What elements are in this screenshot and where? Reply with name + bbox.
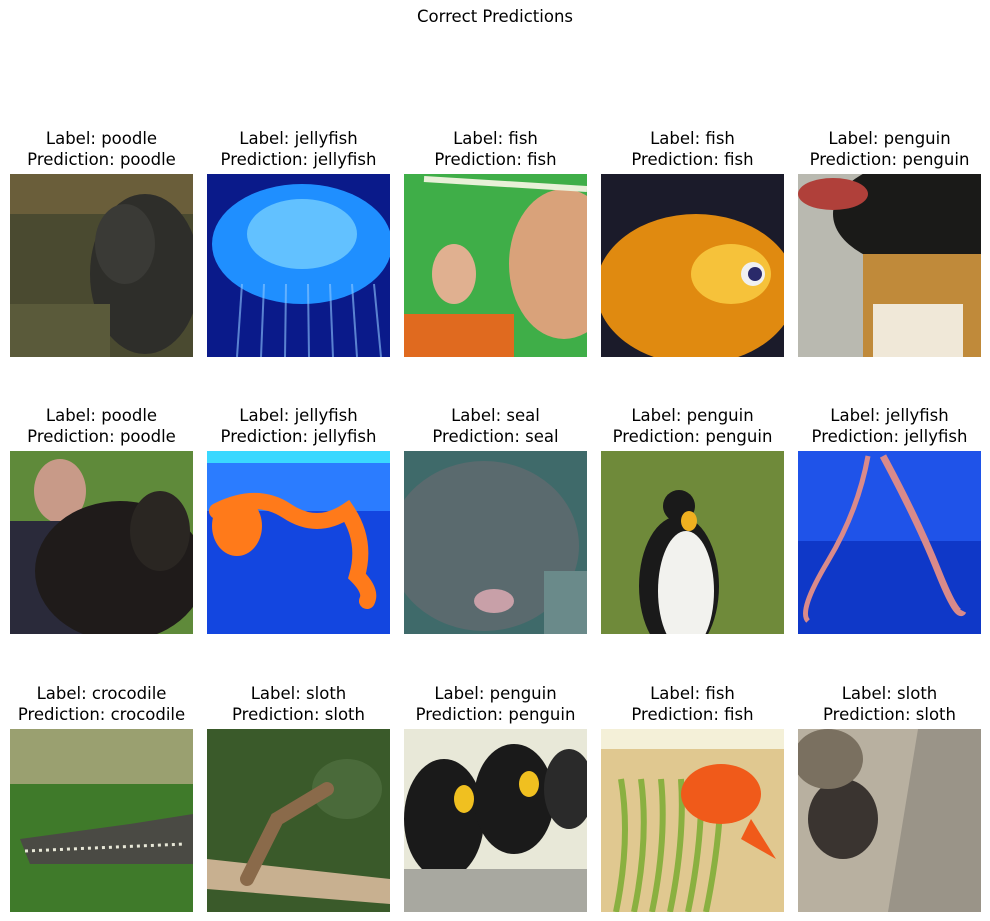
panel-title: Label: fish Prediction: fish [374, 128, 617, 170]
panel-title: Label: jellyfish Prediction: jellyfish [177, 128, 420, 170]
prediction-text: Prediction: fish [434, 150, 557, 169]
figure-title: Correct Predictions [416, 7, 574, 26]
crocodile-photo [10, 729, 193, 912]
prediction-panel: Label: jellyfish Prediction: jellyfish [207, 405, 390, 635]
king-penguin [601, 451, 784, 634]
goldfish-tank [601, 729, 784, 912]
prediction-text: Prediction: penguin [809, 150, 970, 169]
prediction-text: Prediction: sloth [823, 705, 956, 724]
panel-title: Label: fish Prediction: fish [571, 683, 814, 725]
prediction-panel: Label: poodle Prediction: poodle [10, 128, 193, 358]
prediction-text: Prediction: fish [631, 150, 754, 169]
prediction-panel: Label: sloth Prediction: sloth [207, 683, 390, 913]
panel-title: Label: jellyfish Prediction: jellyfish [768, 405, 990, 447]
label-text: Label: fish [650, 129, 735, 148]
panel-title: Label: sloth Prediction: sloth [177, 683, 420, 725]
label-text: Label: jellyfish [239, 406, 358, 425]
prediction-panel: Label: fish Prediction: fish [601, 683, 784, 913]
jellyfish-photo [207, 174, 390, 357]
label-text: Label: crocodile [36, 684, 167, 703]
man-poodle-photo [10, 451, 193, 634]
sloth-tree [798, 729, 981, 912]
goldfish-photo [601, 174, 784, 357]
panel-title: Label: seal Prediction: seal [374, 405, 617, 447]
panel-title: Label: jellyfish Prediction: jellyfish [177, 405, 420, 447]
prediction-text: Prediction: seal [432, 427, 559, 446]
prediction-text: Prediction: penguin [612, 427, 773, 446]
label-text: Label: fish [650, 684, 735, 703]
prediction-panel: Label: fish Prediction: fish [404, 128, 587, 358]
label-text: Label: jellyfish [239, 129, 358, 148]
panel-title: Label: sloth Prediction: sloth [768, 683, 990, 725]
panel-title: Label: crocodile Prediction: crocodile [0, 683, 223, 725]
label-text: Label: jellyfish [830, 406, 949, 425]
prediction-text: Prediction: fish [631, 705, 754, 724]
label-text: Label: fish [453, 129, 538, 148]
orange-jellyfish [207, 451, 390, 634]
sloth-photo [207, 729, 390, 912]
pink-jellyfish [798, 451, 981, 634]
prediction-text: Prediction: poodle [27, 427, 176, 446]
prediction-text: Prediction: poodle [27, 150, 176, 169]
prediction-panel: Label: penguin Prediction: penguin [601, 405, 784, 635]
label-text: Label: penguin [434, 684, 557, 703]
prediction-panel: Label: poodle Prediction: poodle [10, 405, 193, 635]
prediction-panel: Label: penguin Prediction: penguin [798, 128, 981, 358]
prediction-text: Prediction: crocodile [17, 705, 186, 724]
panel-title: Label: poodle Prediction: poodle [0, 405, 223, 447]
prediction-panel: Label: seal Prediction: seal [404, 405, 587, 635]
label-text: Label: poodle [45, 406, 158, 425]
prediction-text: Prediction: jellyfish [220, 427, 377, 446]
prediction-text: Prediction: jellyfish [220, 150, 377, 169]
prediction-text: Prediction: jellyfish [811, 427, 968, 446]
panel-title: Label: penguin Prediction: penguin [768, 128, 990, 170]
prediction-text: Prediction: sloth [232, 705, 365, 724]
prediction-panel: Label: jellyfish Prediction: jellyfish [798, 405, 981, 635]
prediction-panel: Label: sloth Prediction: sloth [798, 683, 981, 913]
label-text: Label: poodle [45, 129, 158, 148]
panel-title: Label: fish Prediction: fish [571, 128, 814, 170]
penguin-closeup [798, 174, 981, 357]
label-text: Label: penguin [631, 406, 754, 425]
label-text: Label: penguin [828, 129, 951, 148]
label-text: Label: seal [451, 406, 540, 425]
penguins-group [404, 729, 587, 912]
child-fish-photo [404, 174, 587, 357]
poodle-photo [10, 174, 193, 357]
prediction-text: Prediction: penguin [415, 705, 576, 724]
prediction-panel: Label: crocodile Prediction: crocodile [10, 683, 193, 913]
seal-photo [404, 451, 587, 634]
label-text: Label: sloth [841, 684, 938, 703]
panel-title: Label: penguin Prediction: penguin [571, 405, 814, 447]
panel-title: Label: penguin Prediction: penguin [374, 683, 617, 725]
prediction-panel: Label: fish Prediction: fish [601, 128, 784, 358]
panel-title: Label: poodle Prediction: poodle [0, 128, 223, 170]
label-text: Label: sloth [250, 684, 347, 703]
prediction-panel: Label: jellyfish Prediction: jellyfish [207, 128, 390, 358]
prediction-panel: Label: penguin Prediction: penguin [404, 683, 587, 913]
